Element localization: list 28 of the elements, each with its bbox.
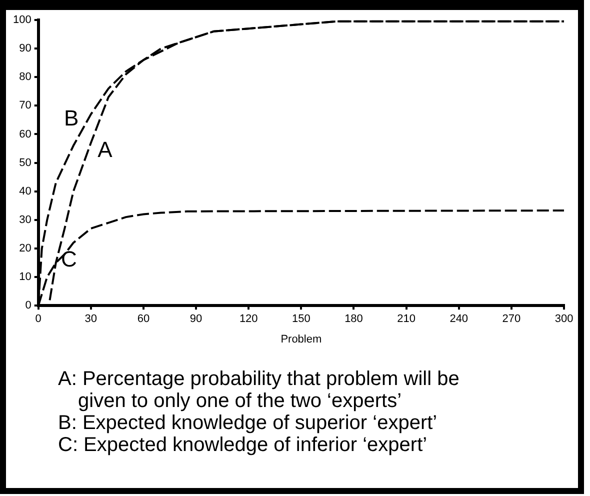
x-tick-label: 90 (190, 313, 202, 326)
y-tick-label: 70 (19, 100, 32, 112)
x-tick-label: 150 (292, 313, 310, 326)
x-tick-label: 180 (344, 313, 363, 326)
x-axis-title: Problem (280, 333, 322, 346)
x-tick-label: 120 (239, 313, 258, 326)
y-tick-label: 80 (19, 71, 32, 84)
y-tick-label: 60 (19, 128, 32, 140)
y-tick-label: 90 (19, 42, 32, 55)
text: C: Expected knowledge of inferior ‘expert’ (58, 434, 428, 456)
y-tick-label: 10 (19, 271, 32, 284)
x-tick-label: 210 (397, 313, 416, 326)
y-tick-label: 30 (19, 214, 32, 226)
x-tick-label: 240 (450, 313, 468, 326)
text: A: Percentage probability that problem will be given to only one of the two ‘experts’ (58, 368, 460, 412)
y-tick-label: 50 (19, 156, 32, 169)
x-tick-label: 30 (84, 313, 98, 326)
series-label: A (98, 136, 113, 162)
series-label: B (64, 106, 79, 131)
x-tick-label: 0 (35, 313, 42, 326)
x-tick-label: 270 (502, 313, 521, 326)
text: B: Expected knowledge of superior ‘expert’ (58, 412, 438, 434)
y-tick-label: 100 (12, 14, 32, 26)
y-tick-label: 20 (19, 242, 32, 255)
x-tick-label: 300 (554, 313, 574, 326)
y-tick-label: 40 (19, 185, 32, 198)
y-tick-label: 0 (25, 300, 32, 312)
x-tick-label: 60 (137, 313, 150, 326)
